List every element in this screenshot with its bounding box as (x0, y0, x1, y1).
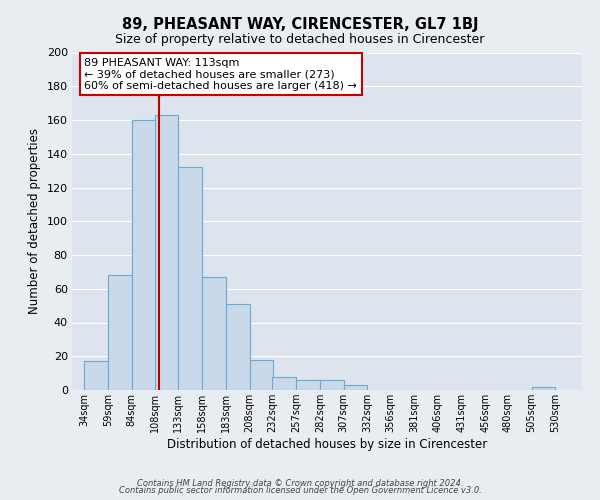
Text: Contains HM Land Registry data © Crown copyright and database right 2024.: Contains HM Land Registry data © Crown c… (137, 478, 463, 488)
Bar (85, 362, 108, 390)
Bar (108, 275, 132, 390)
Bar (155, 115, 178, 390)
Y-axis label: Number of detached properties: Number of detached properties (28, 128, 41, 314)
Bar (344, 385, 367, 390)
Bar (202, 277, 226, 390)
Bar (226, 304, 250, 390)
Bar (132, 120, 155, 390)
Bar (250, 360, 274, 390)
Text: Contains public sector information licensed under the Open Government Licence v3: Contains public sector information licen… (119, 486, 481, 495)
Text: 89 PHEASANT WAY: 113sqm
← 39% of detached houses are smaller (273)
60% of semi-d: 89 PHEASANT WAY: 113sqm ← 39% of detache… (85, 58, 357, 91)
X-axis label: Distribution of detached houses by size in Cirencester: Distribution of detached houses by size … (167, 438, 487, 451)
Bar (272, 376, 296, 390)
Bar (320, 380, 344, 390)
Bar (296, 380, 320, 390)
Text: 89, PHEASANT WAY, CIRENCESTER, GL7 1BJ: 89, PHEASANT WAY, CIRENCESTER, GL7 1BJ (122, 18, 478, 32)
Bar (178, 167, 202, 390)
Bar (532, 386, 556, 390)
Text: Size of property relative to detached houses in Cirencester: Size of property relative to detached ho… (115, 32, 485, 46)
